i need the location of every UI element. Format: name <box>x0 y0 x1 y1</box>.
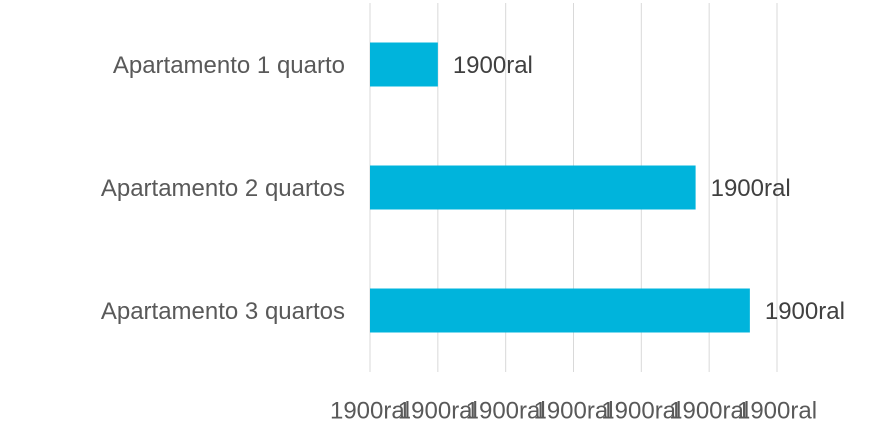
x-tick-label: 1900ral <box>669 397 749 424</box>
bar <box>370 288 750 333</box>
value-label: 1900ral <box>453 52 533 79</box>
x-tick-label: 1900ral <box>398 397 478 424</box>
y-tick-label: Apartamento 2 quartos <box>101 175 345 202</box>
bar <box>370 165 696 210</box>
bar <box>370 42 438 87</box>
y-tick-label: Apartamento 1 quarto <box>113 52 345 79</box>
value-label: 1900ral <box>711 175 791 202</box>
x-tick-label: 1900ral <box>466 397 546 424</box>
x-tick-label: 1900ral <box>533 397 613 424</box>
y-tick-label: Apartamento 3 quartos <box>101 298 345 325</box>
x-tick-label: 1900ral <box>330 397 410 424</box>
x-tick-label: 1900ral <box>737 397 817 424</box>
value-label: 1900ral <box>765 298 845 325</box>
x-tick-label: 1900ral <box>601 397 681 424</box>
